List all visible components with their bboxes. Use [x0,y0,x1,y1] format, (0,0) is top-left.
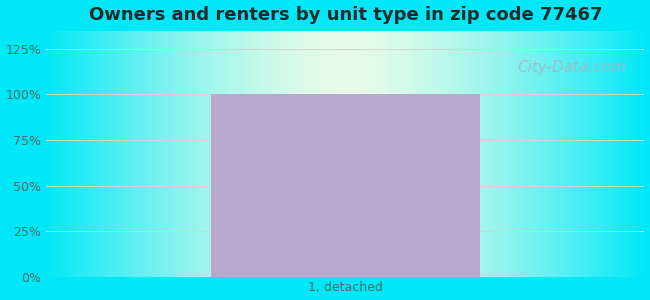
Bar [211,94,480,277]
Title: Owners and renters by unit type in zip code 77467: Owners and renters by unit type in zip c… [88,6,602,24]
Text: City-Data.com: City-Data.com [517,60,627,75]
